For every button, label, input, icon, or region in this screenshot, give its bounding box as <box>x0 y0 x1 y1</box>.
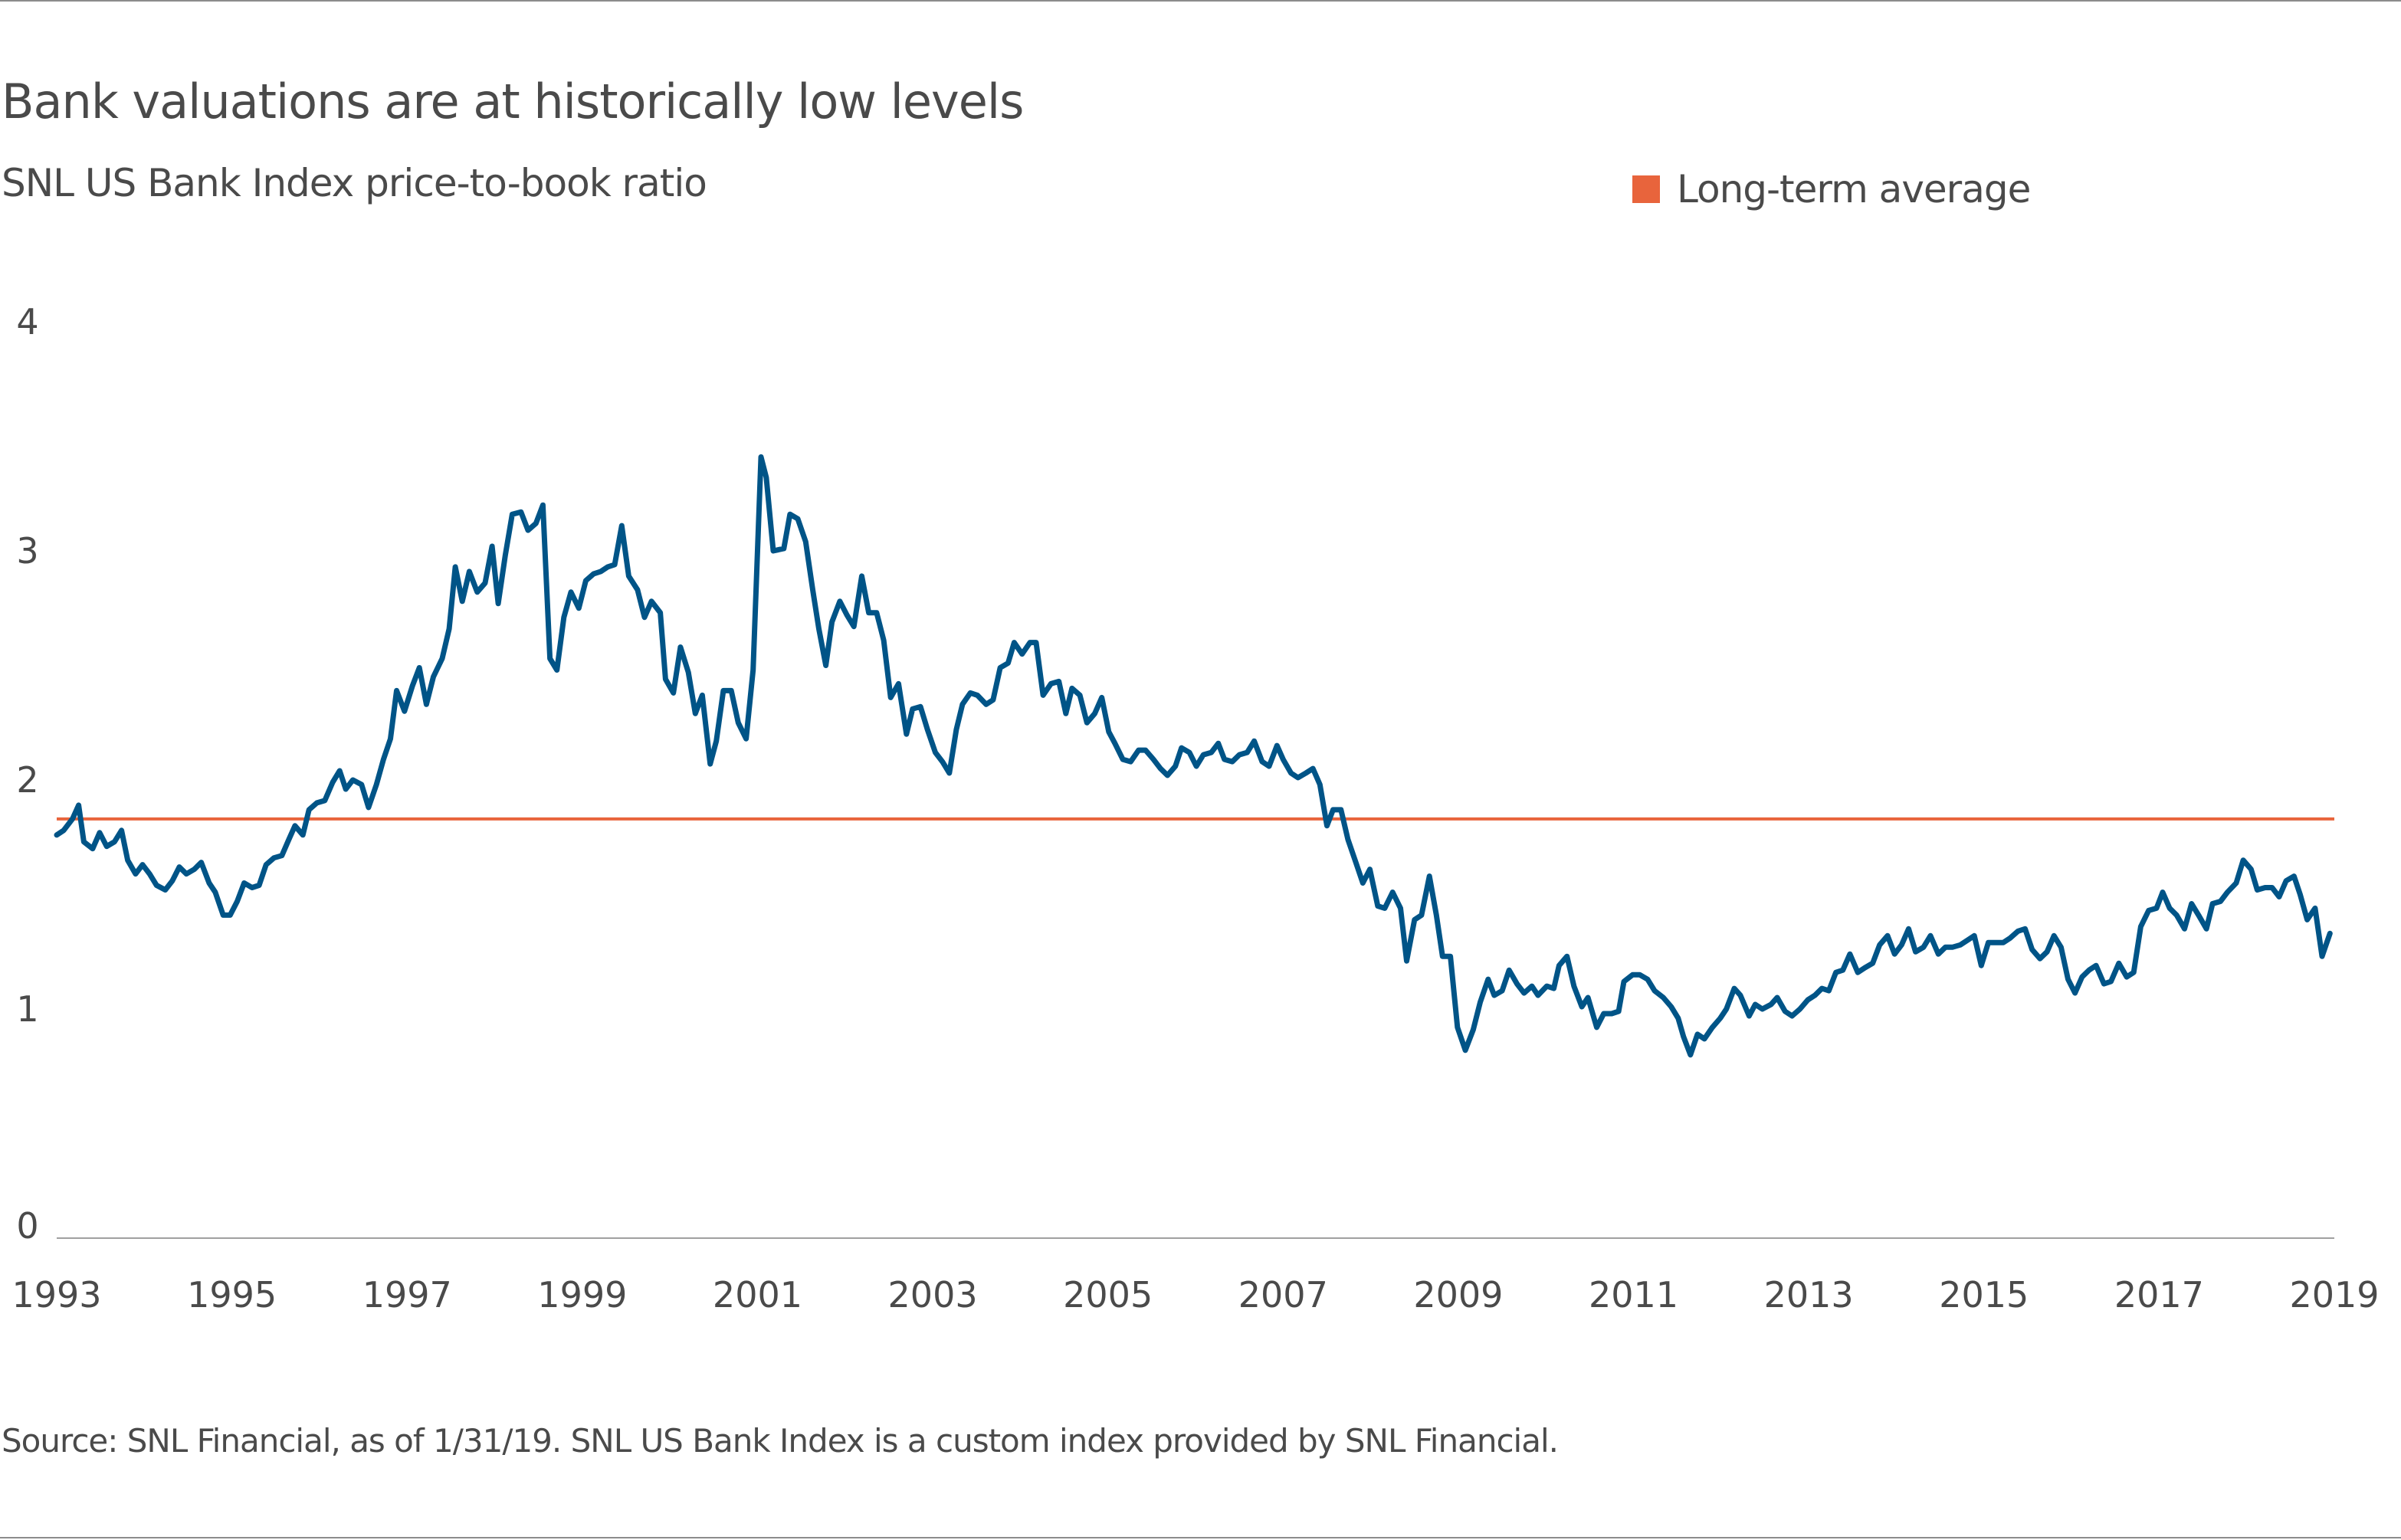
source-note: Source: SNL Financial, as of 1/31/19. SN… <box>2 1422 1559 1460</box>
x-tick-label: 1999 <box>537 1274 627 1316</box>
x-tick-label: 2001 <box>713 1274 802 1316</box>
x-tick-label: 1997 <box>362 1274 452 1316</box>
x-axis: 1993 1995 1997 1999 2001 2003 2005 2007 2009 2011… <box>11 1274 2379 1316</box>
series-group <box>54 454 2333 1058</box>
chart-subtitle: SNL US Bank Index price-to-book ratio <box>2 161 707 205</box>
x-tick-label: 2017 <box>2114 1274 2204 1316</box>
legend: Long-term average <box>1632 167 2031 211</box>
y-tick-label: 0 <box>16 1205 38 1247</box>
y-tick-label: 3 <box>16 530 38 572</box>
x-tick-label: 2011 <box>1589 1274 1678 1316</box>
x-tick-label: 2013 <box>1764 1274 1854 1316</box>
bottom-border <box>0 1537 2401 1538</box>
x-tick-label: 2009 <box>1413 1274 1503 1316</box>
legend-swatch-long-term-average <box>1632 175 1660 203</box>
series-line-price-to-book <box>54 454 2333 1058</box>
x-tick-label: 1993 <box>11 1274 101 1316</box>
x-tick-label: 2007 <box>1238 1274 1328 1316</box>
x-tick-label: 2005 <box>1063 1274 1153 1316</box>
x-tick-label: 1995 <box>187 1274 277 1316</box>
y-tick-label: 1 <box>16 988 38 1030</box>
y-tick-label: 2 <box>16 759 38 801</box>
x-tick-label: 2015 <box>1939 1274 2029 1316</box>
y-tick-label: 4 <box>16 301 38 342</box>
x-tick-label: 2019 <box>2289 1274 2379 1316</box>
chart-title: Bank valuations are at historically low … <box>2 74 1024 129</box>
x-tick-label: 2003 <box>888 1274 978 1316</box>
legend-label-long-term-average: Long-term average <box>1677 167 2031 211</box>
y-axis: 0 1 2 3 4 <box>16 301 38 1247</box>
top-border <box>0 0 2401 2</box>
